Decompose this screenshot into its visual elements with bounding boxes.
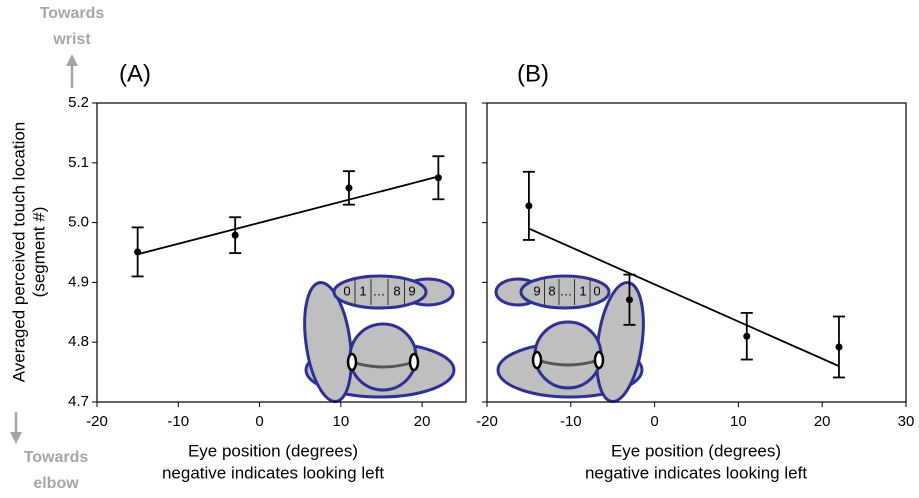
segment-label: 8 xyxy=(548,283,555,298)
inset-b xyxy=(496,276,650,404)
x-tick-label: 20 xyxy=(414,413,431,430)
y-tick-label: 5.0 xyxy=(68,214,89,231)
y-axis-label: (segment #) xyxy=(29,207,48,298)
direction-note: elbow xyxy=(33,475,79,492)
y-tick-label: 5.2 xyxy=(68,94,89,111)
data-point xyxy=(134,248,141,255)
x-tick-label: -20 xyxy=(476,413,498,430)
x-tick-label: 30 xyxy=(898,413,915,430)
x-tick-label: -10 xyxy=(560,413,582,430)
segment-label: … xyxy=(560,283,573,298)
y-tick-label: 4.9 xyxy=(68,273,89,290)
panel-title: (B) xyxy=(517,60,549,87)
data-point xyxy=(835,343,842,350)
segment-label: 8 xyxy=(393,283,400,298)
figure: 4.74.84.95.05.15.2-20-1001020(A)Eye posi… xyxy=(0,0,919,498)
x-tick-label: 10 xyxy=(332,413,349,430)
direction-note: wrist xyxy=(52,31,91,48)
data-point xyxy=(232,232,239,239)
data-point xyxy=(435,174,442,181)
data-point xyxy=(626,296,633,303)
y-tick-label: 4.8 xyxy=(68,333,89,350)
segment-label: 0 xyxy=(343,283,350,298)
panel-title: (A) xyxy=(119,60,151,87)
x-tick-label: -10 xyxy=(167,413,189,430)
y-tick-label: 5.1 xyxy=(68,154,89,171)
segment-label: 9 xyxy=(533,283,540,298)
x-axis-label: negative indicates looking left xyxy=(585,463,807,482)
data-point xyxy=(345,184,352,191)
x-axis-label: Eye position (degrees) xyxy=(188,441,358,460)
fit-line xyxy=(138,177,439,255)
data-point xyxy=(743,333,750,340)
x-tick-label: 10 xyxy=(730,413,747,430)
x-tick-label: 0 xyxy=(650,413,658,430)
x-axis-label: Eye position (degrees) xyxy=(611,441,781,460)
x-axis-label: negative indicates looking left xyxy=(162,463,384,482)
segment-label: 1 xyxy=(359,283,366,298)
data-point xyxy=(525,202,532,209)
segment-label: 9 xyxy=(408,283,415,298)
direction-note: Towards xyxy=(24,449,89,466)
y-axis-label: Averaged perceived touch location xyxy=(9,122,28,383)
segment-label: 1 xyxy=(579,283,586,298)
segment-label: … xyxy=(373,283,386,298)
x-tick-label: 0 xyxy=(255,413,263,430)
segment-label: 0 xyxy=(593,283,600,298)
y-tick-label: 4.7 xyxy=(68,393,89,410)
x-tick-label: 20 xyxy=(814,413,831,430)
x-tick-label: -20 xyxy=(86,413,108,430)
direction-note: Towards xyxy=(40,5,105,22)
